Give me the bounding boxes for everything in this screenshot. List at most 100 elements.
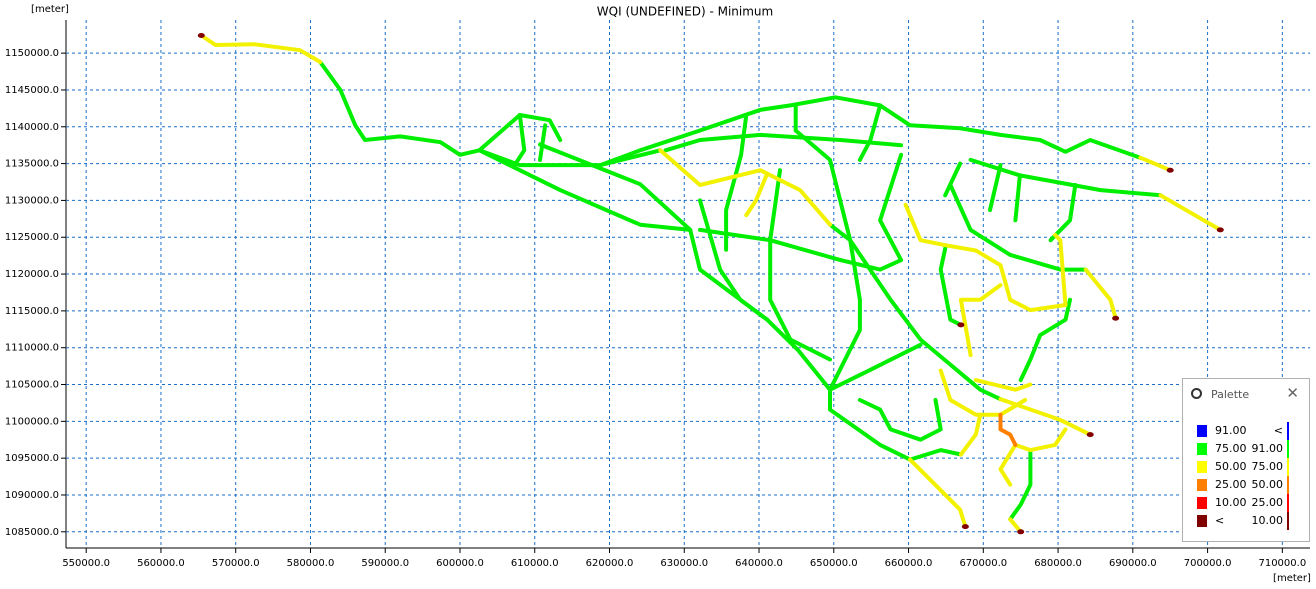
x-tick-label: 670000.0 <box>959 558 1007 569</box>
river-segment <box>724 113 749 252</box>
y-tick-label: 1085000.0 <box>5 527 59 538</box>
river-segment <box>1013 173 1022 223</box>
palette-upper: 91.00 <box>1251 442 1284 455</box>
palette-upper: 10.00 <box>1251 514 1284 527</box>
palette-row: 50.00 75.00 <box>1183 458 1309 476</box>
palette-upper: 25.00 <box>1251 496 1284 509</box>
y-tick-label: 1110000.0 <box>5 343 59 354</box>
river-segment <box>1008 448 1033 522</box>
palette-bar <box>1287 494 1289 512</box>
x-tick-label: 570000.0 <box>212 558 260 569</box>
river-segment <box>908 448 963 462</box>
x-tick-label: 660000.0 <box>885 558 933 569</box>
river-segment <box>658 148 832 227</box>
river-segment <box>903 202 1068 313</box>
palette-lower: 75.00 <box>1215 442 1247 455</box>
river-segment <box>744 173 769 218</box>
palette-swatch <box>1197 443 1207 455</box>
palette-bar <box>1287 422 1289 440</box>
palette-title: Palette <box>1211 388 1250 401</box>
river-segment <box>793 128 1003 402</box>
river-segment <box>1138 155 1173 173</box>
river-segment <box>958 412 983 457</box>
endpoint-marker <box>961 524 969 530</box>
y-tick-label: 1140000.0 <box>5 122 59 133</box>
river-segment <box>857 103 883 162</box>
river-segment <box>828 222 862 392</box>
grid <box>61 20 1310 553</box>
y-tick-label: 1135000.0 <box>5 159 59 170</box>
palette-bar <box>1287 458 1289 476</box>
river-segment <box>973 378 1033 392</box>
endpoint-marker <box>197 32 205 38</box>
river-network <box>197 32 1224 535</box>
river-segment <box>998 397 1093 437</box>
river-segment <box>958 283 1003 358</box>
chart-title: WQI (UNDEFINED) - Minimum <box>597 5 773 19</box>
river-segment <box>828 342 923 392</box>
palette-swatch <box>1197 425 1207 437</box>
x-tick-label: 650000.0 <box>810 558 858 569</box>
palette-lower: 91.00 <box>1215 424 1247 437</box>
y-tick-label: 1150000.0 <box>5 48 59 59</box>
y-tick-label: 1130000.0 <box>5 195 59 206</box>
close-button[interactable]: ✕ <box>1286 384 1299 402</box>
palette-upper: < <box>1273 424 1283 437</box>
endpoint-marker <box>1216 227 1224 233</box>
river-segment <box>1083 267 1118 321</box>
palette-bar <box>1287 476 1289 494</box>
endpoint-marker <box>1086 432 1094 438</box>
river-segment <box>1013 427 1068 453</box>
palette-row: 10.00 25.00 <box>1183 494 1309 512</box>
palette-bar <box>1287 512 1289 530</box>
river-segment <box>968 157 1163 198</box>
y-tick-label: 1125000.0 <box>5 232 59 243</box>
y-tick-label: 1120000.0 <box>5 269 59 280</box>
palette-row: 75.00 91.00 <box>1183 440 1309 458</box>
palette-swatch <box>1197 461 1207 473</box>
river-segment <box>988 163 1003 212</box>
palette-window[interactable]: Palette ✕ 91.00 <75.00 91.00 50.00 75.00 25.0… <box>1182 378 1310 542</box>
river-segment <box>943 161 963 198</box>
x-tick-label: 710000.0 <box>1258 558 1306 569</box>
x-axis-label: [meter] <box>1273 573 1311 584</box>
river-segment <box>598 148 663 168</box>
y-tick-label: 1115000.0 <box>5 306 59 317</box>
palette-lower: 10.00 <box>1215 496 1247 509</box>
river-segment <box>938 243 963 327</box>
river-segment <box>998 412 1018 447</box>
river-segment <box>938 368 1028 417</box>
palette-upper: 50.00 <box>1251 478 1284 491</box>
x-tick-label: 700000.0 <box>1184 558 1232 569</box>
endpoint-marker <box>1112 315 1120 321</box>
river-segment <box>998 442 1018 487</box>
river-segment <box>1048 183 1078 243</box>
x-tick-label: 640000.0 <box>735 558 783 569</box>
palette-lower: < <box>1215 514 1225 527</box>
river-segment <box>538 123 548 162</box>
y-tick-label: 1090000.0 <box>5 490 59 501</box>
palette-row: 91.00 < <box>1183 422 1309 440</box>
river-segment <box>1053 233 1068 307</box>
y-tick-label: 1145000.0 <box>5 85 59 96</box>
river-segment <box>908 457 968 529</box>
x-tick-label: 680000.0 <box>1034 558 1082 569</box>
palette-swatch <box>1197 479 1207 491</box>
palette-swatch <box>1197 515 1207 527</box>
endpoint-marker <box>957 322 965 328</box>
x-tick-label: 600000.0 <box>436 558 484 569</box>
river-segment <box>698 198 770 322</box>
x-tick-label: 550000.0 <box>62 558 110 569</box>
river-segment <box>477 148 912 462</box>
y-axis-label: [meter] <box>31 4 69 15</box>
river-segment <box>1158 193 1223 232</box>
river-segment <box>512 113 527 168</box>
river-segment <box>663 132 904 153</box>
palette-icon <box>1191 388 1202 399</box>
river-segment <box>857 398 943 442</box>
river-segment <box>318 60 563 157</box>
river-segment <box>838 152 904 272</box>
river-segment <box>477 95 1143 168</box>
palette-swatch <box>1197 497 1207 509</box>
